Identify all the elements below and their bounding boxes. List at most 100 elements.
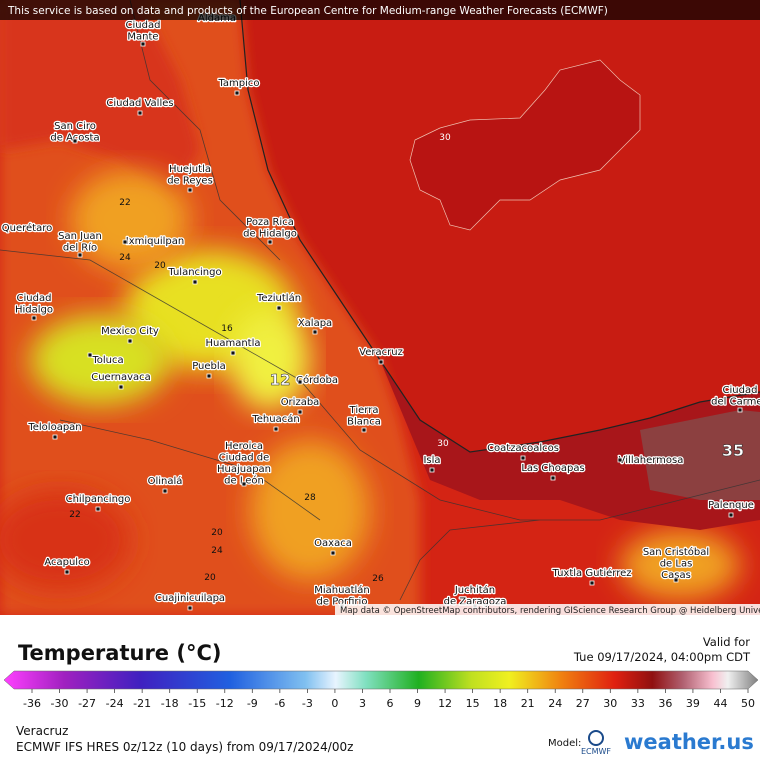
colorbar-tick-label: -36: [23, 697, 41, 710]
city-marker: [206, 373, 212, 379]
banner: This service is based on data and produc…: [7, 5, 608, 17]
contour-label: 22: [69, 510, 80, 520]
city-label: Ciudad: [723, 385, 758, 396]
city-marker: [77, 252, 83, 258]
city-marker: [297, 379, 303, 385]
city-label: de Acosta: [50, 133, 99, 144]
city-label: Poza Rica: [246, 217, 294, 228]
city-marker: [187, 187, 193, 193]
city-label: Tehuacán: [251, 413, 299, 425]
city-marker: [140, 41, 146, 47]
attribution: Map data © OpenStreetMap contributors, r…: [340, 606, 760, 616]
city-label: Tuxtla Gutiérrez: [551, 567, 631, 579]
city-marker: [737, 407, 743, 413]
warm-band: [620, 530, 740, 600]
city-label: Querétaro: [2, 222, 52, 234]
map: AldamaCiudadManteTampicoCiudad VallesSan…: [0, 0, 760, 616]
banner-bg: [0, 0, 760, 20]
city-label: Puebla: [192, 361, 226, 372]
city-label: Tierra: [349, 405, 379, 416]
city-marker: [118, 384, 124, 390]
colorbar-tick-label: -27: [78, 697, 96, 710]
colorbar-tick-label: -21: [133, 697, 151, 710]
city-marker: [330, 550, 336, 556]
colorbar-tick-label: 50: [741, 697, 755, 710]
city-marker: [234, 90, 240, 96]
city-marker: [64, 569, 70, 575]
city-label: Coatzacoalcos: [487, 443, 559, 454]
city-label: Blanca: [347, 417, 381, 428]
hot-area: [640, 410, 760, 500]
city-label: Cuajinicuilapa: [155, 593, 225, 604]
city-label: Huejutla: [169, 164, 211, 175]
colorbar-tick-label: -15: [188, 697, 206, 710]
location: Veracruz: [16, 724, 68, 738]
model-label: Model:: [548, 738, 581, 749]
city-label: San Ciro: [54, 121, 96, 132]
city-label: Ciudad: [126, 20, 161, 31]
city-label: Villahermosa: [619, 455, 684, 466]
contour-label: 35: [722, 441, 744, 460]
city-marker: [267, 239, 273, 245]
colorbar-tick-label: 33: [631, 697, 645, 710]
attribution-bg: [335, 604, 760, 615]
city-marker: [137, 110, 143, 116]
city-marker: [187, 605, 193, 611]
colorbar-tick-label: 0: [331, 697, 338, 710]
city-marker: [95, 506, 101, 512]
city-marker: [52, 434, 58, 440]
colorbar-tick-label: -3: [302, 697, 313, 710]
colorbar-tick-label: 6: [387, 697, 394, 710]
contour-label: 24: [119, 253, 131, 263]
colorbar-tick-label: 9: [414, 697, 421, 710]
warm-band: [230, 310, 310, 410]
city-marker: [230, 350, 236, 356]
city-label: Huajuapan: [217, 464, 271, 475]
city-marker: [87, 352, 93, 358]
colorbar-tick-label: 44: [713, 697, 727, 710]
city-label: Palenque: [708, 500, 754, 511]
colorbar-tick-label: 27: [576, 697, 590, 710]
city-marker: [589, 580, 595, 586]
contour-labels: 30 12 35 22 16 20 24 28 30 20 24 22 20 26: [69, 133, 744, 584]
contour-label: 16: [221, 324, 233, 334]
colorbar-tick-label: 21: [521, 697, 535, 710]
city-label: Juchitán: [454, 584, 495, 596]
colorbar-tick-label: -9: [247, 697, 258, 710]
city-label: Veracruz: [359, 347, 403, 358]
city-label: Las Choapas: [521, 463, 584, 474]
city-label: Acapulco: [44, 557, 89, 568]
colorbar-tick-label: 30: [603, 697, 617, 710]
city-label: Isla: [423, 455, 440, 466]
city-label: del Carmen: [711, 397, 760, 408]
city-marker: [162, 488, 168, 494]
contour-label: 20: [204, 573, 216, 583]
city-marker: [361, 427, 367, 433]
warm-band: [250, 440, 370, 580]
valid-time: Tue 09/17/2024, 04:00pm CDT: [573, 650, 751, 664]
city-label: de Reyes: [167, 176, 213, 187]
colorbar-tick-label: 36: [658, 697, 672, 710]
city-label: San Cristóbal: [643, 546, 709, 558]
city-label: Toluca: [91, 355, 123, 366]
colorbar-ticks: -36 -30 -27 -24 -21 -18 -15 -12 -9 -6 -3 0 3 6 9 12 15 18…: [23, 689, 755, 710]
colorbar-tick-label: -30: [51, 697, 69, 710]
warm-band: [30, 315, 170, 405]
city-label: Tampico: [217, 78, 259, 89]
city-marker: [192, 279, 198, 285]
city-label: Orizaba: [281, 397, 320, 408]
city-label: Ciudad de: [219, 453, 270, 464]
contour-label: 12: [270, 371, 291, 389]
contour-label: 20: [154, 261, 166, 271]
model-run: ECMWF IFS HRES 0z/12z (10 days) from 09/…: [16, 740, 353, 754]
city-label: de Las: [660, 559, 693, 570]
city-marker: [550, 475, 556, 481]
city-label: Ciudad: [17, 293, 52, 304]
city-label: Teziutlán: [256, 292, 301, 304]
city-labels: AldamaCiudadManteTampicoCiudad VallesSan…: [1, 12, 760, 611]
city-marker: [122, 239, 128, 245]
city-label: Xalapa: [298, 318, 332, 329]
city-label: Casas: [661, 570, 691, 581]
city-label: del Río: [63, 242, 97, 254]
